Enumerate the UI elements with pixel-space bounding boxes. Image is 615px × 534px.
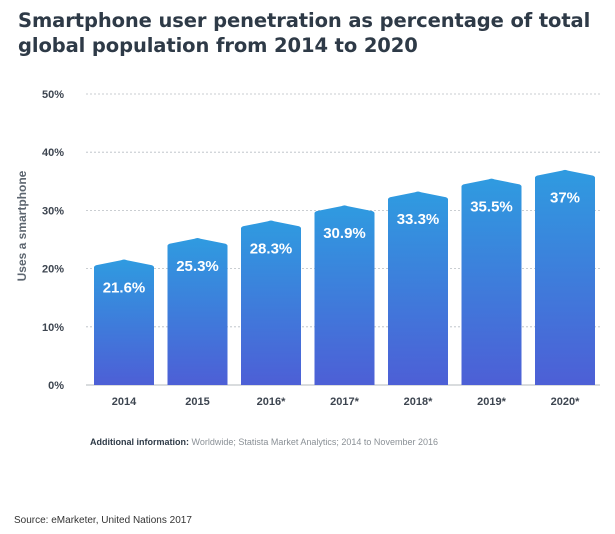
y-tick-label: 10% xyxy=(42,322,64,334)
bar-2014 xyxy=(94,259,154,385)
data-label: 33.3% xyxy=(397,211,440,228)
y-tick-label: 0% xyxy=(48,380,64,392)
data-label: 37% xyxy=(550,190,580,207)
y-axis-ticks: 0% 10% 20% 30% 40% 50% xyxy=(42,89,64,392)
x-tick-label: 2015 xyxy=(185,396,209,408)
additional-information-value: Worldwide; Statista Market Analytics; 20… xyxy=(191,437,438,447)
bar-2020 xyxy=(535,169,595,385)
x-tick-label: 2018* xyxy=(404,396,433,408)
source-note: Source: eMarketer, United Nations 2017 xyxy=(14,515,192,526)
y-axis-label: Uses a smartphone xyxy=(15,170,29,281)
bar-2016 xyxy=(241,220,301,385)
x-tick-label: 2019* xyxy=(477,396,506,408)
x-tick-label: 2020* xyxy=(551,396,580,408)
y-tick-label: 40% xyxy=(42,147,64,159)
data-label: 21.6% xyxy=(103,279,146,296)
y-tick-label: 30% xyxy=(42,205,64,217)
data-label: 28.3% xyxy=(250,240,293,257)
chart-title: Smartphone user penetration as percentag… xyxy=(18,9,591,57)
bar-chart: 0% 10% 20% 30% 40% 50% 21.6% 25.3% 28.3% 30.9% 33… xyxy=(15,89,600,408)
bar-2017 xyxy=(314,205,375,385)
bars xyxy=(94,169,595,385)
x-tick-label: 2017* xyxy=(330,396,359,408)
x-tick-label: 2016* xyxy=(257,396,286,408)
bar-2015 xyxy=(167,238,228,385)
y-tick-label: 20% xyxy=(42,264,64,276)
additional-information-key: Additional information: xyxy=(90,437,189,447)
bar-2018 xyxy=(388,191,448,385)
y-tick-label: 50% xyxy=(42,89,64,101)
data-labels: 21.6% 25.3% 28.3% 30.9% 33.3% 35.5% 37% xyxy=(103,190,580,297)
x-tick-label: 2014 xyxy=(112,396,137,408)
data-label: 25.3% xyxy=(176,258,219,275)
data-label: 30.9% xyxy=(323,225,366,242)
data-label: 35.5% xyxy=(470,198,513,215)
additional-information: Additional information: Worldwide; Stati… xyxy=(90,437,438,447)
bar-2019 xyxy=(461,178,522,385)
x-axis-ticks: 2014 2015 2016* 2017* 2018* 2019* 2020* xyxy=(112,396,580,408)
